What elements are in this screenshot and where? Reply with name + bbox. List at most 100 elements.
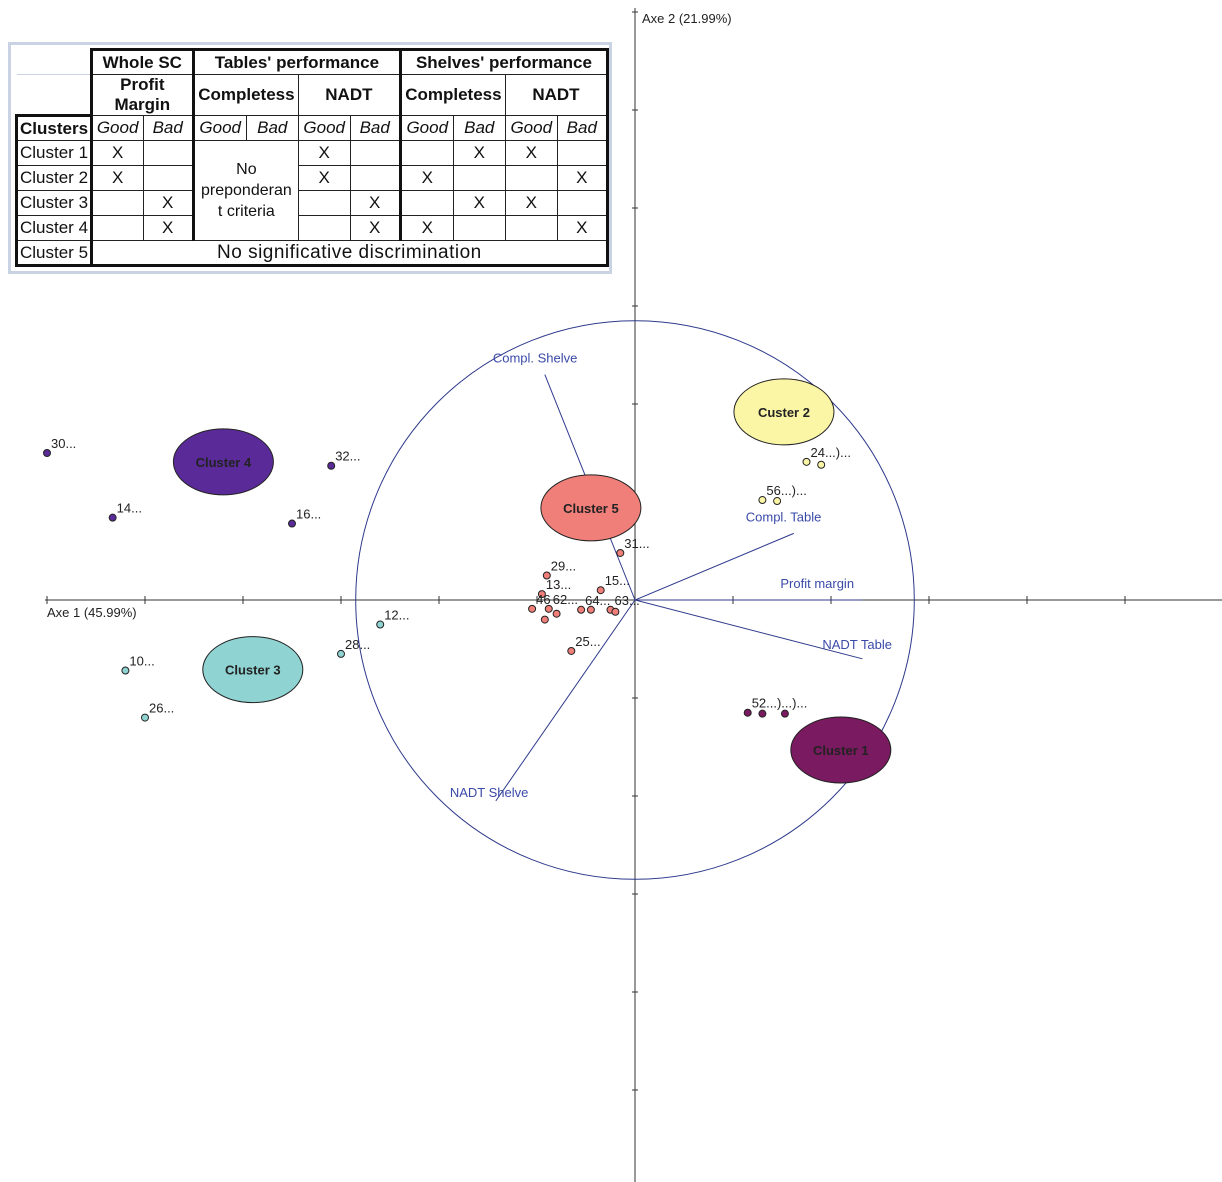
data-point	[780, 709, 789, 718]
table-row: Cluster 2 X X X X	[15, 165, 610, 191]
x-axis-label: Axe 1 (45.99%)	[47, 605, 137, 620]
cell	[398, 140, 454, 166]
cell: X	[504, 190, 558, 216]
point-label: 24...)...	[811, 445, 851, 460]
data-point	[577, 605, 586, 614]
subheader-table-completess: Completess	[191, 74, 299, 116]
cluster-label: Cluster 1	[813, 743, 869, 758]
data-point	[773, 497, 782, 506]
cluster-label: Custer 2	[758, 405, 810, 420]
cluster-ellipses-group: Cluster 1 Custer 2 Cluster 3 Cluster 4 Clust…	[172, 378, 892, 784]
data-point	[567, 646, 576, 655]
correlation-circle-group	[355, 320, 915, 880]
cluster-label: Cluster 5	[563, 501, 619, 516]
point-label: 30...	[51, 436, 76, 451]
cell: X	[504, 140, 558, 166]
bad-label: Bad	[142, 115, 194, 141]
data-point	[552, 609, 561, 618]
header-tables-performance: Tables' performance	[191, 48, 401, 75]
cell: X	[556, 165, 610, 191]
cell	[504, 165, 558, 191]
point-label: 25...	[575, 634, 600, 649]
data-point	[743, 708, 752, 717]
variable-vector	[495, 599, 636, 802]
cell	[142, 165, 194, 191]
cell: X	[556, 215, 610, 241]
cluster-criteria-table: Whole SC Tables' performance Shelves' pe…	[15, 48, 610, 267]
cell: X	[142, 215, 194, 241]
point-label: 32...	[335, 449, 360, 464]
table-row: Cluster 3 X X X X	[15, 190, 610, 216]
cell	[297, 190, 351, 216]
good-label: Good	[297, 115, 351, 141]
bad-label: Bad	[245, 115, 299, 141]
cell: X	[297, 165, 351, 191]
cell	[89, 215, 144, 241]
cell	[297, 215, 351, 241]
point-label: 62...	[553, 592, 578, 607]
variable-vector	[634, 599, 863, 660]
cluster-ellipse	[733, 378, 835, 446]
variable-label: Compl. Table	[746, 509, 822, 524]
table-corner-2	[16, 74, 92, 116]
good-label: Good	[398, 115, 454, 141]
bad-label: Bad	[452, 115, 506, 141]
table-row: Cluster 1 X No preponderan t criteria X …	[15, 140, 610, 241]
point-label: 16...	[296, 507, 321, 522]
table-row: Cluster 4 X X X X	[15, 215, 610, 241]
y-axis-label: Axe 2 (21.99%)	[642, 11, 732, 26]
data-point	[376, 620, 385, 629]
point-label: 63...	[615, 593, 640, 608]
point-label: 12...	[384, 608, 409, 623]
cell: X	[89, 140, 144, 166]
cell: X	[398, 215, 454, 241]
cluster-label: Cluster 4	[196, 455, 252, 470]
data-point	[544, 604, 553, 613]
data-point	[288, 519, 296, 528]
cell: X	[349, 190, 401, 216]
data-point	[121, 666, 130, 675]
good-label: Good	[191, 115, 247, 141]
data-point	[537, 590, 546, 599]
data-point	[758, 709, 767, 718]
cell	[349, 140, 401, 166]
data-point	[337, 649, 345, 658]
cluster-label: Cluster 3	[225, 663, 281, 678]
data-point	[758, 496, 767, 505]
row-name: Cluster 3	[15, 190, 92, 216]
point-label: 64...	[585, 593, 610, 608]
data-point	[611, 607, 620, 616]
observation-points-group: 30... 32... 14... 16... 12... 28... 10... 26...…	[43, 436, 851, 722]
good-label: Good	[89, 115, 144, 141]
table-row: Cluster 5 No significative discriminatio…	[15, 240, 610, 267]
variable-vector	[634, 532, 794, 601]
data-point	[540, 615, 549, 624]
point-label: 56...)...	[766, 483, 806, 498]
point-label: 10...	[129, 654, 154, 669]
cluster-ellipse	[172, 428, 274, 496]
cell	[452, 165, 506, 191]
cell: X	[452, 190, 506, 216]
cell	[142, 140, 194, 166]
point-label: 15...	[605, 573, 630, 588]
point-label: 46	[536, 592, 550, 607]
cell: X	[297, 140, 351, 166]
cell	[89, 190, 144, 216]
data-point	[108, 513, 117, 522]
cluster-ellipse	[790, 716, 892, 784]
cell	[452, 215, 506, 241]
variable-vectors-group: Profit margin Compl. Table NADT Table Compl…	[450, 351, 892, 802]
data-point	[528, 604, 537, 613]
point-label: 14...	[117, 501, 142, 516]
cluster-ellipse	[540, 474, 642, 542]
good-label: Good	[504, 115, 558, 141]
cell: X	[452, 140, 506, 166]
data-point	[586, 605, 595, 614]
cell	[398, 190, 454, 216]
cell: X	[89, 165, 144, 191]
subheader-shelf-nadt: NADT	[504, 74, 610, 116]
data-point	[141, 713, 149, 722]
cluster-ellipse	[202, 636, 304, 704]
variable-label: Profit margin	[780, 576, 854, 591]
